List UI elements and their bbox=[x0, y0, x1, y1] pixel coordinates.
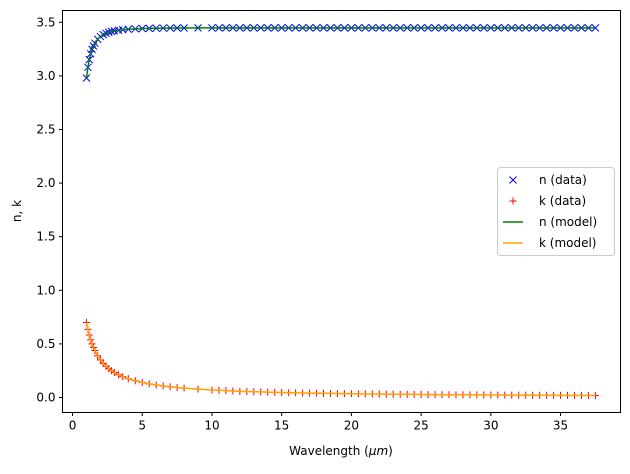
plot-marks bbox=[82, 24, 600, 399]
y-tick-label: 3.0 bbox=[36, 69, 55, 83]
y-axis-label: n, k bbox=[10, 200, 24, 222]
plot-frame bbox=[62, 10, 621, 413]
x-tick-label: 25 bbox=[413, 419, 428, 433]
x-tick-label: 5 bbox=[138, 419, 146, 433]
legend-marker-swatch bbox=[509, 176, 517, 184]
legend-label: k (model) bbox=[539, 236, 597, 250]
series-line-n-model bbox=[85, 27, 596, 79]
y-tick-label: 0.5 bbox=[36, 337, 55, 351]
data-point bbox=[591, 24, 600, 32]
legend-item: k (model) bbox=[503, 236, 597, 250]
legend-label: k (data) bbox=[539, 194, 586, 208]
y-axis-ticks: 0.0 0.5 1.0 1.5 2.0 2.5 3.0 3.5 bbox=[36, 15, 63, 404]
legend-item: n (model) bbox=[503, 215, 597, 229]
x-tick-label: 35 bbox=[553, 419, 568, 433]
legend: n (data) k (data) n (model) k (model) bbox=[497, 167, 615, 256]
series-n-data bbox=[82, 24, 600, 82]
y-tick-label: 3.5 bbox=[36, 15, 55, 29]
y-tick-label: 2.5 bbox=[36, 122, 55, 136]
y-tick-label: 1.5 bbox=[36, 230, 55, 244]
x-tick-label: 10 bbox=[204, 419, 219, 433]
legend-item: k (data) bbox=[509, 194, 586, 208]
series-line-k-model bbox=[85, 322, 596, 397]
x-tick-label: 30 bbox=[483, 419, 498, 433]
x-tick-label: 0 bbox=[69, 419, 77, 433]
y-tick-label: 1.0 bbox=[36, 283, 55, 297]
x-axis-ticks: 0 5 10 15 20 25 30 35 bbox=[69, 412, 568, 433]
legend-marker-swatch bbox=[509, 197, 517, 205]
y-tick-label: 2.0 bbox=[36, 176, 55, 190]
y-tick-label: 0.0 bbox=[36, 390, 55, 404]
series-k-data bbox=[82, 318, 599, 399]
legend-item: n (data) bbox=[509, 173, 587, 187]
x-tick-label: 20 bbox=[344, 419, 359, 433]
legend-label: n (data) bbox=[539, 173, 587, 187]
x-tick-label: 15 bbox=[274, 419, 289, 433]
x-axis-label: Wavelength (μm) bbox=[289, 444, 393, 458]
legend-label: n (model) bbox=[539, 215, 597, 229]
